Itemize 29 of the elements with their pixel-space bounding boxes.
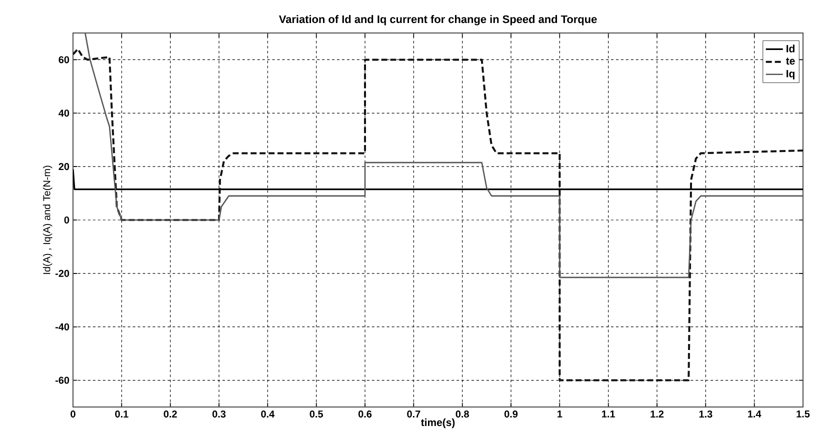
x-tick-label: 0.2	[164, 410, 177, 418]
y-tick-label: 0	[64, 216, 70, 224]
x-axis-title: time(s)	[420, 418, 455, 428]
x-tick-label: 1.3	[699, 410, 712, 418]
x-tick-label: 0.5	[310, 410, 323, 418]
y-tick-label: 20	[58, 163, 70, 170]
x-tick-label: 1.1	[602, 410, 615, 418]
x-tick-label: 1	[558, 410, 562, 418]
y-axis-title: Id(A) , Iq(A) and Te(N-m)	[42, 166, 52, 274]
x-tick-label: 0.8	[456, 410, 469, 418]
x-tick-label: 0.1	[115, 410, 128, 418]
y-tick-label: -40	[55, 323, 70, 330]
chart-title: Variation of Id and Iq current for change in Speed and Torque	[278, 15, 597, 26]
legend-label: Id	[786, 44, 794, 52]
x-tick-label: 1.2	[650, 410, 664, 418]
y-tick-label: -20	[55, 270, 70, 277]
x-tick-label: 1.5	[796, 410, 810, 418]
x-tick-label: 0.4	[261, 410, 275, 418]
x-tick-label: 1.4	[748, 410, 762, 418]
legend-label: Iq	[786, 70, 794, 80]
x-tick-label: 0.3	[212, 410, 226, 418]
x-tick-label: 0.9	[504, 410, 518, 418]
y-tick-label: 40	[58, 110, 70, 117]
legend-label: te	[786, 58, 795, 65]
y-tick-label: 60	[58, 56, 70, 64]
x-tick-label: 0.7	[407, 410, 420, 418]
y-tick-label: -60	[55, 376, 70, 384]
x-tick-label: 0.6	[358, 410, 372, 418]
x-tick-label: 0	[70, 410, 76, 418]
